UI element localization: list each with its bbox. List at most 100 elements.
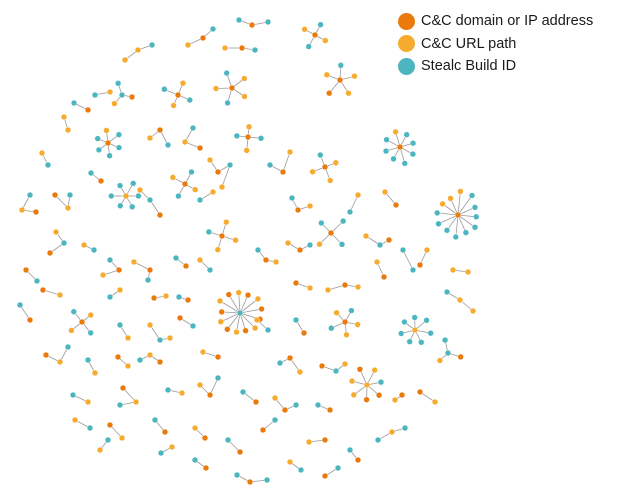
cnc-url-node <box>305 438 313 446</box>
cnc-domain-node <box>218 232 226 240</box>
build-id-node <box>209 25 217 33</box>
graph-edge <box>457 214 467 233</box>
build-id-node <box>401 318 408 326</box>
build-id-node <box>115 131 123 138</box>
cnc-url-node <box>124 362 132 370</box>
cnc-domain-node <box>161 428 169 436</box>
cnc-domain-node <box>84 106 92 114</box>
build-id-node <box>115 144 123 151</box>
build-id-node <box>239 388 247 396</box>
build-id-node <box>106 152 113 159</box>
build-id-node <box>233 132 241 140</box>
cnc-url-node <box>327 177 334 184</box>
build-id-node <box>106 293 114 301</box>
build-id-node <box>471 224 479 231</box>
graph-edge <box>457 214 476 228</box>
cnc-domain-node <box>150 294 158 302</box>
cnc-domain-node <box>224 326 231 333</box>
cnc-domain-node <box>181 180 189 188</box>
cnc-url-node <box>411 326 419 334</box>
cnc-url-node <box>271 394 279 402</box>
cnc-domain-node <box>321 163 329 171</box>
cnc-domain-node <box>279 168 287 176</box>
build-id-node <box>148 41 156 49</box>
cnc-url-node <box>354 283 362 291</box>
cnc-url-node <box>38 149 46 157</box>
orange-dot-icon <box>398 12 415 30</box>
build-id-node <box>452 233 459 241</box>
graph-edge <box>238 292 241 314</box>
build-id-node <box>108 192 115 200</box>
cnc-url-node <box>348 378 356 385</box>
build-id-node <box>409 266 417 274</box>
cnc-domain-node <box>201 434 209 442</box>
cnc-url-node <box>449 266 457 274</box>
build-id-node <box>254 246 262 254</box>
cnc-domain-node <box>32 208 40 216</box>
cnc-domain-node <box>156 358 164 366</box>
build-id-node <box>390 155 397 163</box>
build-id-node <box>104 436 112 444</box>
cnc-url-node <box>64 204 72 212</box>
cnc-url-node <box>351 73 358 80</box>
graph-edge <box>209 377 219 396</box>
graph-edge <box>239 298 259 314</box>
build-id-node <box>175 193 182 200</box>
build-id-node <box>444 349 452 357</box>
cnc-domain-node <box>26 316 34 324</box>
cnc-url-node <box>301 26 308 33</box>
build-id-node <box>60 239 68 247</box>
build-id-node <box>130 180 137 187</box>
cnc-url-node <box>106 88 114 96</box>
build-id-node <box>116 321 124 329</box>
cnc-url-node <box>223 219 230 226</box>
build-id-node <box>116 401 124 409</box>
cnc-url-node <box>18 206 26 214</box>
build-id-node <box>348 307 355 314</box>
build-id-node <box>257 135 265 142</box>
cnc-domain-node <box>51 191 59 199</box>
cnc-url-node <box>345 90 352 97</box>
build-id-node <box>443 288 451 296</box>
cnc-url-node <box>354 191 362 199</box>
build-id-node <box>434 209 441 217</box>
cnc-domain-node <box>202 464 210 472</box>
cnc-url-node <box>196 381 204 389</box>
cnc-url-node <box>209 188 217 196</box>
build-id-node <box>157 449 165 457</box>
cnc-url-node <box>381 188 389 196</box>
cnc-url-node <box>373 258 381 266</box>
build-id-node <box>224 99 231 107</box>
build-id-node <box>106 256 114 264</box>
build-id-node <box>116 182 124 189</box>
cnc-url-node <box>431 398 439 406</box>
graph-edges <box>19 19 477 483</box>
cnc-domain-node <box>326 90 333 97</box>
build-id-node <box>186 96 193 104</box>
build-id-node <box>337 62 344 69</box>
cnc-domain-node <box>244 292 252 299</box>
graph-nodes <box>16 16 480 486</box>
cnc-url-node <box>284 239 292 247</box>
build-id-node <box>44 161 52 169</box>
cnc-url-node <box>116 286 124 294</box>
cnc-url-node <box>68 327 75 334</box>
build-id-node <box>409 151 417 158</box>
cnc-url-node <box>217 318 224 325</box>
build-id-node <box>418 339 425 346</box>
cnc-url-node <box>323 71 330 78</box>
build-id-node <box>468 192 476 199</box>
build-id-node <box>317 21 324 28</box>
cnc-domain-node <box>225 291 232 298</box>
cnc-url-node <box>199 348 207 356</box>
build-id-node <box>251 46 259 54</box>
cnc-domain-node <box>292 279 300 287</box>
cnc-domain-node <box>46 249 54 257</box>
cnc-url-node <box>84 398 92 406</box>
build-id-node <box>266 161 274 169</box>
build-id-node <box>473 213 480 220</box>
build-id-node <box>135 192 142 200</box>
build-id-node <box>91 91 99 99</box>
build-id-node <box>346 208 354 216</box>
build-id-node <box>84 356 92 364</box>
